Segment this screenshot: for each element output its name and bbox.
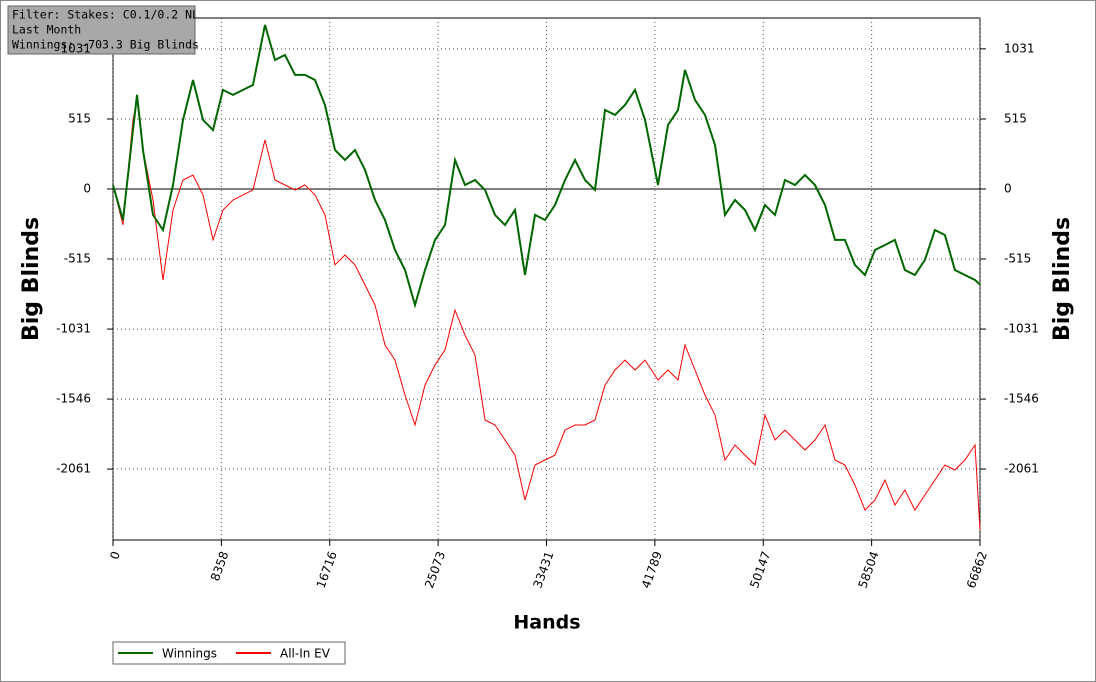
y-axis-title: Big Blinds: [19, 217, 44, 341]
y2-tick-label: 515: [1004, 111, 1027, 125]
x-axis-title: Hands: [513, 612, 580, 634]
y-tick-label: -515: [64, 251, 91, 265]
y-tick-label: -1546: [56, 392, 91, 406]
y-tick-label: 0: [83, 181, 91, 195]
y-tick-label: -2061: [56, 462, 91, 476]
y2-tick-label: -1546: [1004, 392, 1039, 406]
y-tick-label: -1031: [56, 322, 91, 336]
y2-tick-label: -2061: [1004, 462, 1039, 476]
y2-tick-label: -515: [1004, 251, 1031, 265]
info-line: Last Month: [12, 23, 81, 37]
y-tick-label: 515: [68, 111, 91, 125]
y2-tick-label: 1031: [1004, 41, 1035, 55]
legend-label: Winnings: [162, 647, 217, 661]
legend: [112, 641, 346, 665]
series-line: [112, 24, 981, 309]
info-line: Filter: Stakes: C0.1/0.2 NL: [12, 8, 199, 22]
y2-tick-label: -1031: [1004, 322, 1039, 336]
x-tick-label: 0: [107, 549, 123, 561]
series-line: [112, 99, 981, 531]
info-line: Winnings: -703.3 Big Blinds: [12, 38, 199, 52]
info-box: [7, 5, 196, 55]
y2-tick-label: 0: [1004, 181, 1012, 195]
y-tick-label: 1031: [60, 41, 91, 55]
legend-label: All-In EV: [280, 647, 331, 661]
y2-axis-title: Big Blinds: [1050, 217, 1075, 341]
